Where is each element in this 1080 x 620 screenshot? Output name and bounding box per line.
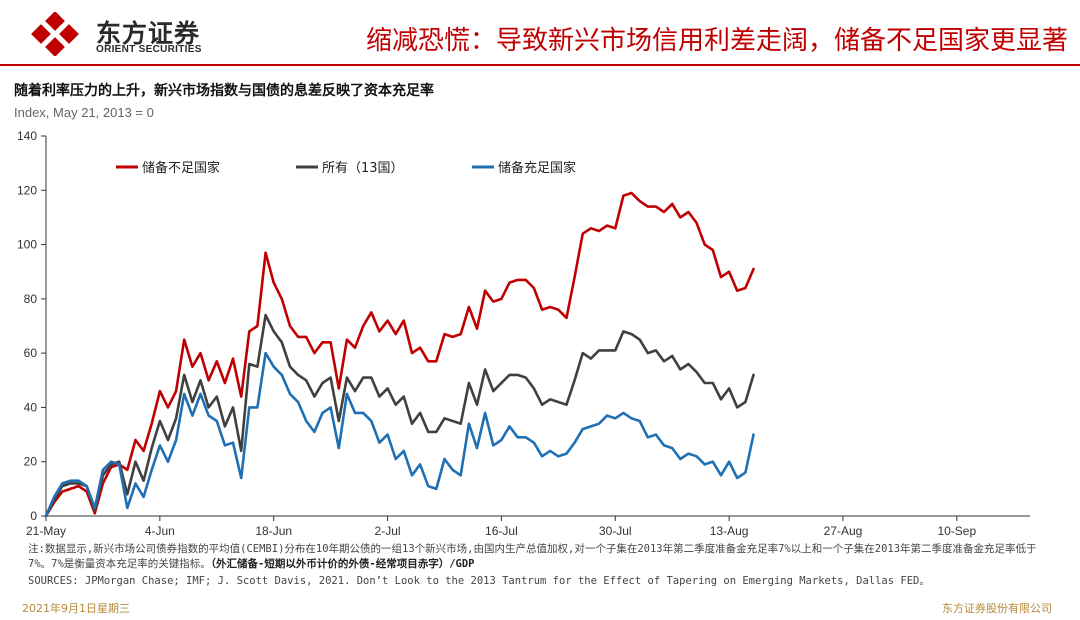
y-tick-label: 0 [30, 509, 37, 523]
x-tick-label: 10-Sep [937, 524, 976, 538]
x-tick-label: 30-Jul [599, 524, 632, 538]
legend-label: 储备不足国家 [142, 160, 220, 176]
series-line-1 [44, 191, 755, 518]
chart-note: 注:数据显示,新兴市场公司债券指数的平均值(CEMBI)分布在10年期公债的一组… [28, 542, 1058, 572]
note-formula: （外汇储备-短期以外币计价的外债-经常项目赤字）/GDP [210, 558, 475, 570]
header-divider [0, 64, 1080, 66]
legend-label: 储备充足国家 [498, 160, 576, 176]
company-logo: 东方证券 ORIENT SECURITIES [26, 12, 236, 56]
series-line-2 [44, 313, 755, 518]
x-tick-label: 21-May [26, 524, 66, 538]
series-line-3 [44, 351, 755, 518]
x-tick-label: 18-Jun [255, 524, 292, 538]
logo-diamond-icon [31, 12, 79, 56]
y-tick-label: 40 [24, 400, 38, 414]
y-tick-label: 60 [24, 346, 38, 360]
logo-chinese-name: 东方证券 [96, 19, 201, 48]
footer-company: 东方证券股份有限公司 [942, 602, 1052, 615]
x-tick-label: 2-Jul [375, 524, 401, 538]
chart-sources: SOURCES: JPMorgan Chase; IMF; J. Scott D… [28, 575, 930, 587]
legend-label: 所有（13国） [322, 161, 404, 176]
x-tick-label: 4-Jun [145, 524, 175, 538]
x-tick-label: 16-Jul [485, 524, 518, 538]
legend-item-1: 储备不足国家 [116, 160, 220, 176]
x-tick-label: 13-Aug [710, 524, 749, 538]
y-tick-label: 120 [17, 183, 37, 197]
legend-item-2: 所有（13国） [296, 161, 404, 176]
chart-title: 随着利率压力的上升，新兴市场指数与国债的息差反映了资本充足率 [14, 83, 434, 99]
note-text: 注:数据显示,新兴市场公司债券指数的平均值(CEMBI)分布在10年期公债的一组… [28, 543, 1037, 570]
y-tick-label: 140 [17, 129, 37, 143]
y-tick-label: 20 [24, 455, 38, 469]
footer-date: 2021年9月1日星期三 [22, 602, 130, 615]
logo-english-name: ORIENT SECURITIES [96, 44, 202, 55]
slide-title: 缩减恐慌：导致新兴市场信用利差走阔，储备不足国家更显著 [365, 26, 1068, 56]
legend-item-3: 储备充足国家 [472, 160, 576, 176]
y-tick-label: 80 [24, 292, 38, 306]
line-chart: 0 20 40 60 80 100 120 140 21-May 4-Jun 18-Jun 2-Jul… [17, 129, 1030, 538]
x-tick-label: 27-Aug [824, 524, 863, 538]
y-tick-label: 100 [17, 238, 37, 252]
chart-subtitle: Index, May 21, 2013 = 0 [14, 105, 154, 120]
